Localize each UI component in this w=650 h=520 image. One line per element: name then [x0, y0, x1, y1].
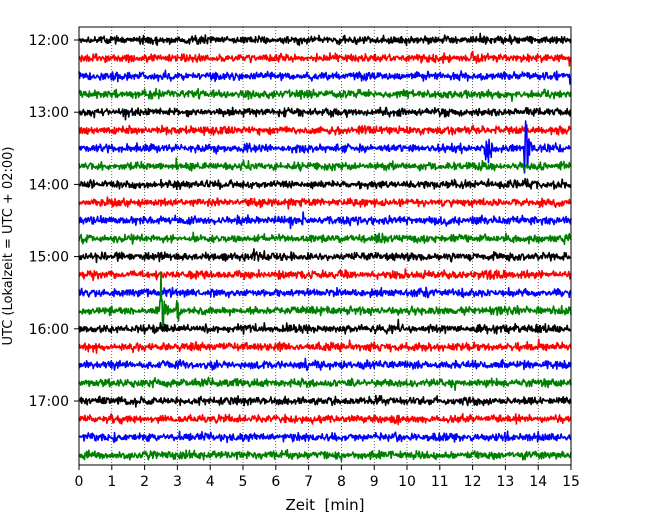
seismic-trace-1745	[78, 448, 572, 462]
x-tick-label: 10	[398, 474, 416, 490]
y-axis: 12:00 13:00 14:00 15:00 16:00 17:00	[29, 33, 79, 410]
x-tick-label: 13	[496, 474, 514, 490]
seismic-trace-1400	[78, 177, 572, 191]
seismic-trace-1700	[78, 394, 572, 408]
seismic-trace-1245	[78, 87, 572, 102]
x-tick-label: 2	[140, 474, 149, 490]
y-tick-label: 14:00	[29, 177, 69, 193]
seismic-trace-1200	[78, 32, 572, 47]
y-tick-label: 15:00	[29, 250, 69, 266]
x-tick-label: 15	[562, 474, 580, 490]
x-tick-label: 1	[107, 474, 116, 490]
plot-frame	[78, 26, 572, 466]
y-tick-label: 17:00	[29, 394, 69, 410]
seismic-trace-1645	[78, 376, 572, 392]
x-tick-label: 7	[304, 474, 313, 490]
seismic-trace-1415	[78, 196, 572, 210]
x-axis-label: Zeit [min]	[285, 496, 364, 514]
y-tick-label: 13:00	[29, 105, 69, 121]
y-axis-label: UTC (Lokalzeit = UTC + 02:00)	[1, 147, 16, 346]
seismic-trace-1445	[78, 231, 572, 246]
seismic-trace-1715	[78, 412, 572, 426]
seismic-trace-1430	[78, 211, 572, 230]
y-tick-label: 12:00	[29, 33, 69, 49]
x-tick-label: 3	[173, 474, 182, 490]
seismic-trace-1500	[78, 248, 572, 264]
seismic-trace-1545	[78, 271, 572, 331]
x-tick-label: 12	[464, 474, 482, 490]
x-axis: 0 1 2 3 4 5 6 7 8 9 10 11 12 13 14 15	[75, 465, 580, 490]
seismic-trace-1330	[78, 120, 572, 174]
seismic-trace-1600	[78, 318, 572, 335]
x-tick-label: 4	[206, 474, 215, 490]
seismic-trace-1730	[78, 430, 572, 444]
plot-background	[79, 27, 571, 465]
seismic-trace-1315	[78, 124, 572, 136]
seismic-trace-1215	[78, 50, 572, 67]
x-tick-label: 11	[431, 474, 449, 490]
x-tick-label: 14	[529, 474, 547, 490]
seismic-trace-1230	[78, 69, 572, 85]
seismic-trace-1300	[78, 106, 572, 121]
seismic-trace-1615	[78, 338, 572, 354]
x-tick-label: 9	[370, 474, 379, 490]
seismic-trace-1630	[78, 357, 572, 372]
x-grid	[111, 27, 539, 465]
x-tick-label: 8	[337, 474, 346, 490]
x-tick-label: 5	[239, 474, 248, 490]
x-tick-label: 6	[271, 474, 280, 490]
traces-layer	[78, 32, 572, 462]
y-tick-label: 16:00	[29, 322, 69, 338]
seismic-trace-1345	[78, 157, 572, 172]
x-tick-label: 0	[75, 474, 84, 490]
